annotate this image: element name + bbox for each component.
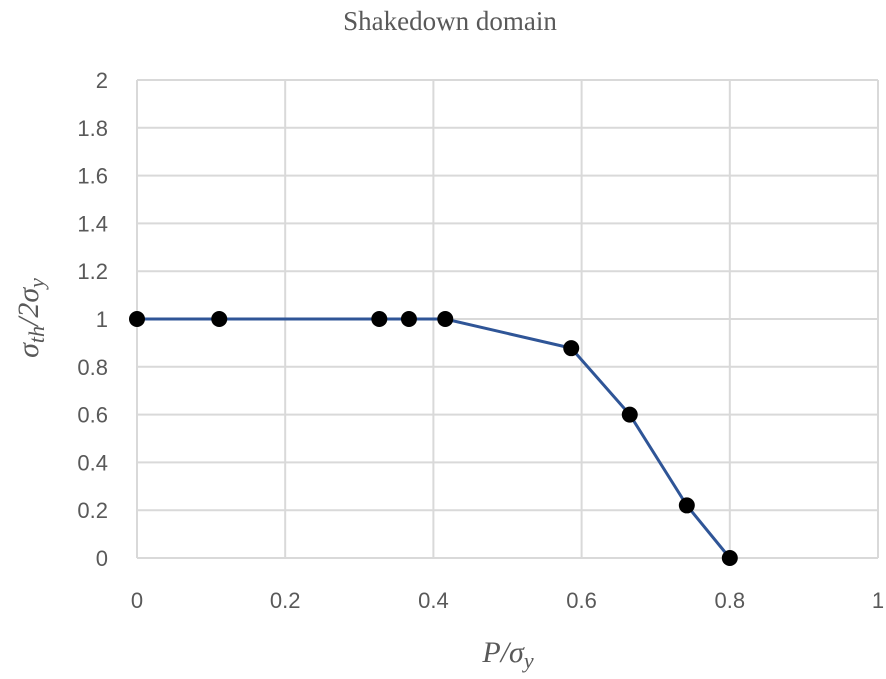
y-tick-label: 0 [96,546,108,571]
y-tick-label: 1.2 [77,259,108,284]
data-point [129,311,145,327]
x-tick-label: 0.2 [270,588,301,613]
data-point [621,406,638,423]
y-axis-label: σth/2σy [12,278,49,358]
x-tick-label: 0.4 [418,588,449,613]
data-point [211,311,228,327]
y-tick-label: 1.4 [77,211,108,236]
y-tick-label: 1.8 [77,116,108,141]
y-tick-label: 0.2 [77,498,108,523]
x-tick-label: 0.6 [566,588,597,613]
x-tick-label: 0.8 [715,588,746,613]
y-tick-label: 2 [96,68,108,93]
data-point [437,311,454,327]
x-tick-label: 1 [872,588,884,613]
data-point [371,311,388,327]
y-tick-label: 1 [96,307,108,332]
data-point [678,497,695,514]
x-axis-label: P/σy [481,636,533,673]
y-tick-label: 1.6 [77,164,108,189]
chart-title: Shakedown domain [343,6,557,36]
data-point [563,340,580,357]
x-tick-label: 0 [131,588,143,613]
data-point [721,550,738,566]
y-tick-label: 0.6 [77,403,108,428]
y-tick-label: 0.4 [77,450,108,475]
data-point [400,311,417,327]
y-tick-label: 0.8 [77,355,108,380]
